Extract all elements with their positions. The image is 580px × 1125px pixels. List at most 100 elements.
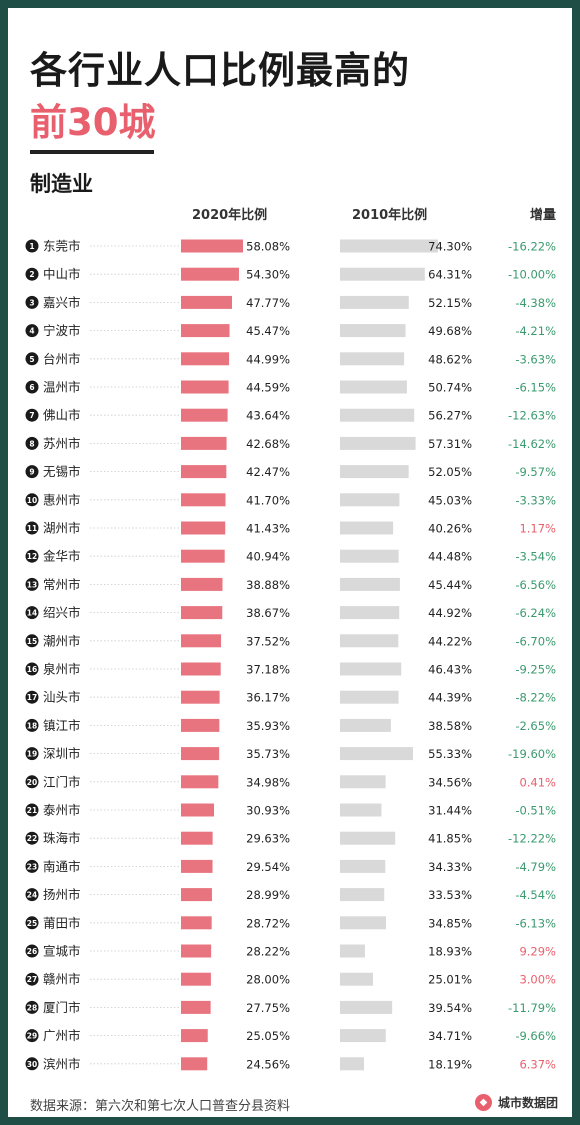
rank-badge xyxy=(25,295,39,309)
rank-number: 11 xyxy=(27,524,37,533)
city-label: 惠州市 xyxy=(43,492,81,507)
city-label: 厦门市 xyxy=(43,1000,81,1015)
rank-number: 7 xyxy=(29,411,34,420)
bar-2010 xyxy=(340,239,438,253)
bar-2020 xyxy=(181,859,213,873)
value-2020: 41.43% xyxy=(246,522,290,536)
bar-2020 xyxy=(181,408,228,422)
value-2020: 38.67% xyxy=(246,606,290,620)
rank-badge xyxy=(25,831,39,845)
rank-badge xyxy=(25,1029,39,1043)
bar-2020 xyxy=(181,239,243,253)
city-label: 温州市 xyxy=(43,380,81,395)
rank-badge xyxy=(25,972,39,986)
source-note: 数据来源：第六次和第七次人口普查分县资料 xyxy=(30,1099,291,1114)
rank-badge xyxy=(25,408,39,422)
delta-value: -9.25% xyxy=(515,663,556,677)
rank-badge xyxy=(25,859,39,873)
value-2010: 52.15% xyxy=(428,296,472,310)
rank-badge xyxy=(25,718,39,732)
value-2010: 38.58% xyxy=(428,719,472,733)
city-label: 金华市 xyxy=(43,549,81,564)
city-label: 珠海市 xyxy=(43,831,81,846)
delta-value: 6.37% xyxy=(519,1057,556,1071)
rank-number: 10 xyxy=(27,496,37,505)
rank-badge xyxy=(25,916,39,930)
delta-value: -3.63% xyxy=(515,352,556,366)
value-2010: 57.31% xyxy=(428,437,472,451)
value-2020: 28.22% xyxy=(246,945,290,959)
bar-2020 xyxy=(181,718,220,732)
title-line-1: 各行业人口比例最高的 xyxy=(30,49,410,92)
delta-value: -8.22% xyxy=(515,691,556,705)
city-label: 赣州市 xyxy=(43,972,81,987)
rank-number: 22 xyxy=(27,834,37,843)
value-2010: 49.68% xyxy=(428,324,472,338)
bar-2020 xyxy=(181,352,230,366)
rank-number: 16 xyxy=(27,665,37,674)
rank-badge xyxy=(25,888,39,902)
value-2010: 44.92% xyxy=(428,606,472,620)
value-2020: 28.72% xyxy=(246,916,290,930)
bar-2010 xyxy=(340,888,385,902)
value-2010: 34.33% xyxy=(428,860,472,874)
value-2010: 74.30% xyxy=(428,240,472,254)
bar-2010 xyxy=(340,1057,364,1071)
bar-2010 xyxy=(340,718,391,732)
city-label: 泰州市 xyxy=(43,803,81,818)
delta-value: -3.33% xyxy=(515,493,556,507)
rank-number: 21 xyxy=(27,806,37,815)
value-2010: 50.74% xyxy=(428,381,472,395)
rank-number: 3 xyxy=(29,298,34,307)
rank-number: 9 xyxy=(29,468,34,477)
city-label: 苏州市 xyxy=(43,436,81,451)
rank-badge xyxy=(25,775,39,789)
bar-2010 xyxy=(340,1029,386,1043)
rank-number: 17 xyxy=(27,693,37,702)
rank-number: 13 xyxy=(27,580,37,589)
value-2020: 29.63% xyxy=(246,832,290,846)
city-label: 汕头市 xyxy=(43,690,81,705)
value-2010: 33.53% xyxy=(428,888,472,902)
value-2010: 45.44% xyxy=(428,578,472,592)
bar-2020 xyxy=(181,380,229,394)
bar-2010 xyxy=(340,295,409,309)
bar-2010 xyxy=(340,690,399,704)
delta-value: -4.79% xyxy=(515,860,556,874)
value-2020: 44.99% xyxy=(246,352,290,366)
value-2020: 34.98% xyxy=(246,775,290,789)
header-delta: 增量 xyxy=(530,208,557,223)
value-2010: 41.85% xyxy=(428,832,472,846)
delta-value: -9.66% xyxy=(515,1029,556,1043)
rank-number: 24 xyxy=(27,891,37,900)
value-2010: 55.33% xyxy=(428,747,472,761)
city-label: 东莞市 xyxy=(43,239,81,254)
title-divider xyxy=(30,150,154,154)
bar-2010 xyxy=(340,324,406,338)
bar-2010 xyxy=(340,436,416,450)
city-label: 潮州市 xyxy=(43,633,81,648)
infographic-card: 各行业人口比例最高的 前30城 制造业 2020年比例 2010年比例 增量 1… xyxy=(8,8,572,1117)
delta-value: -3.54% xyxy=(515,550,556,564)
bar-2020 xyxy=(181,944,212,958)
rank-number: 18 xyxy=(27,721,37,730)
city-label: 常州市 xyxy=(43,577,81,592)
delta-value: -11.79% xyxy=(508,1001,556,1015)
bar-2020 xyxy=(181,436,227,450)
rank-badge xyxy=(25,549,39,563)
delta-value: 0.41% xyxy=(519,775,556,789)
value-2010: 48.62% xyxy=(428,352,472,366)
delta-value: -2.65% xyxy=(515,719,556,733)
delta-value: -4.54% xyxy=(515,888,556,902)
city-label: 扬州市 xyxy=(43,887,81,902)
value-2010: 18.93% xyxy=(428,945,472,959)
value-2020: 27.75% xyxy=(246,1001,290,1015)
city-label: 台州市 xyxy=(43,351,81,366)
value-2020: 30.93% xyxy=(246,804,290,818)
bar-2020 xyxy=(181,324,230,338)
rank-number: 14 xyxy=(27,609,37,618)
value-2010: 34.56% xyxy=(428,775,472,789)
rank-number: 19 xyxy=(27,750,37,759)
city-label: 莆田市 xyxy=(43,915,81,930)
header-2010: 2010年比例 xyxy=(352,208,428,223)
